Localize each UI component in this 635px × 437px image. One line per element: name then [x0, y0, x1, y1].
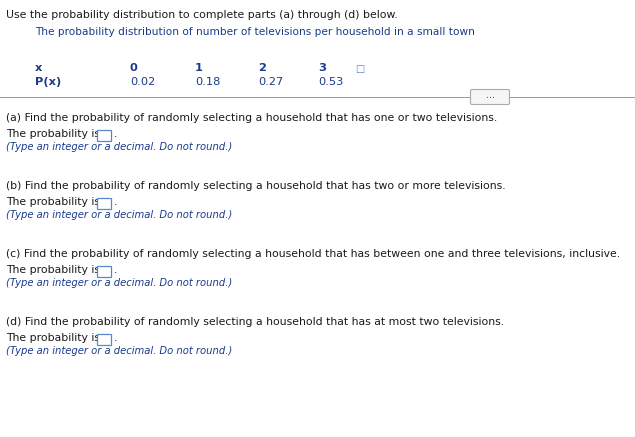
Text: P(x): P(x) — [35, 77, 61, 87]
Text: The probability is: The probability is — [6, 265, 100, 275]
Text: .: . — [114, 333, 117, 343]
Text: (Type an integer or a decimal. Do not round.): (Type an integer or a decimal. Do not ro… — [6, 346, 232, 356]
Text: The probability is: The probability is — [6, 333, 100, 343]
Text: 0.53: 0.53 — [318, 77, 344, 87]
Text: 3: 3 — [318, 63, 326, 73]
Text: ⋯: ⋯ — [486, 94, 495, 103]
Text: (Type an integer or a decimal. Do not round.): (Type an integer or a decimal. Do not ro… — [6, 142, 232, 152]
Text: .: . — [114, 265, 117, 275]
FancyBboxPatch shape — [471, 90, 509, 104]
Text: 0: 0 — [130, 63, 138, 73]
Text: (Type an integer or a decimal. Do not round.): (Type an integer or a decimal. Do not ro… — [6, 278, 232, 288]
Text: □: □ — [355, 64, 364, 74]
Text: x: x — [35, 63, 43, 73]
FancyBboxPatch shape — [97, 334, 111, 345]
FancyBboxPatch shape — [97, 198, 111, 209]
Text: 0.02: 0.02 — [130, 77, 155, 87]
Text: .: . — [114, 197, 117, 207]
Text: 2: 2 — [258, 63, 266, 73]
Text: 1: 1 — [195, 63, 203, 73]
Text: (d) Find the probability of randomly selecting a household that has at most two : (d) Find the probability of randomly sel… — [6, 317, 504, 327]
Text: The probability is: The probability is — [6, 129, 100, 139]
Text: (Type an integer or a decimal. Do not round.): (Type an integer or a decimal. Do not ro… — [6, 210, 232, 220]
FancyBboxPatch shape — [97, 130, 111, 141]
Text: 0.27: 0.27 — [258, 77, 283, 87]
Text: The probability is: The probability is — [6, 197, 100, 207]
Text: 0.18: 0.18 — [195, 77, 220, 87]
Text: (c) Find the probability of randomly selecting a household that has between one : (c) Find the probability of randomly sel… — [6, 249, 620, 259]
Text: (a) Find the probability of randomly selecting a household that has one or two t: (a) Find the probability of randomly sel… — [6, 113, 497, 123]
FancyBboxPatch shape — [97, 266, 111, 277]
Text: .: . — [114, 129, 117, 139]
Text: (b) Find the probability of randomly selecting a household that has two or more : (b) Find the probability of randomly sel… — [6, 181, 505, 191]
Text: Use the probability distribution to complete parts (a) through (d) below.: Use the probability distribution to comp… — [6, 10, 398, 20]
Text: The probability distribution of number of televisions per household in a small t: The probability distribution of number o… — [35, 27, 475, 37]
